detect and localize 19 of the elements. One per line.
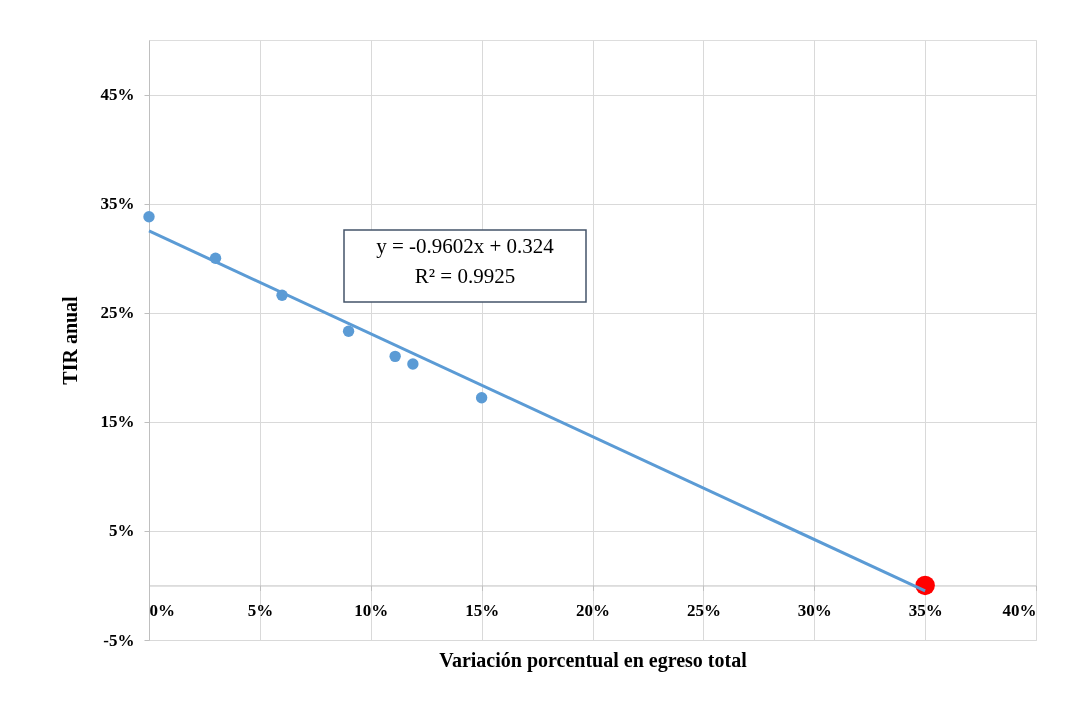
y-axis-title: TIR anual	[58, 295, 81, 385]
x-tick-label: 10%	[354, 600, 389, 620]
x-tick-label: 25%	[686, 600, 721, 620]
annotation: y = -0.9602x + 0.324	[376, 234, 555, 258]
y-tick-label: 5%	[109, 521, 135, 541]
annotation: R² = 0.9925	[414, 264, 516, 288]
y-tick-label: 35%	[100, 194, 135, 214]
y-tick-label: 15%	[100, 412, 135, 432]
x-tick-label: 5%	[247, 600, 274, 620]
x-tick-label: 30%	[797, 600, 832, 620]
x-axis-title: Variación porcentual en egreso total	[439, 648, 748, 672]
x-tick-label: 35%	[908, 600, 943, 620]
x-tick-label: 40%	[1002, 600, 1037, 620]
y-tick-label: 45%	[100, 85, 135, 105]
x-tick-label: 15%	[465, 600, 500, 620]
x-tick-label: 0%	[149, 600, 175, 620]
y-tick-label: 25%	[100, 303, 135, 323]
y-tick-label: -5%	[103, 630, 135, 650]
x-tick-label: 20%	[576, 600, 610, 620]
